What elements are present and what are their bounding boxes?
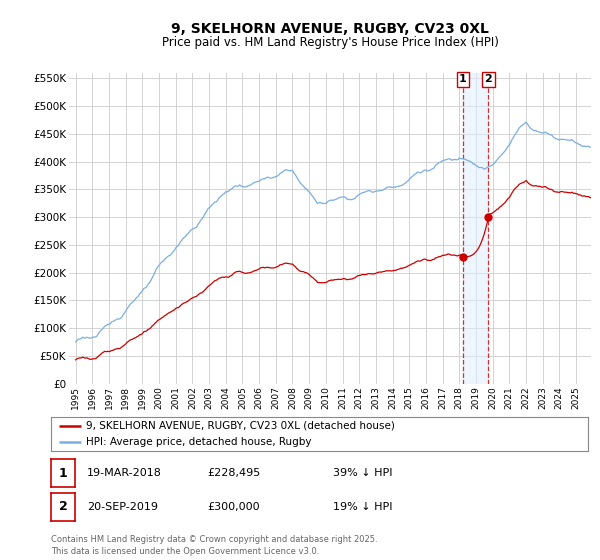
- Bar: [463, 73, 488, 384]
- Text: Contains HM Land Registry data © Crown copyright and database right 2025.
This d: Contains HM Land Registry data © Crown c…: [51, 535, 377, 556]
- Text: 19-MAR-2018: 19-MAR-2018: [87, 468, 162, 478]
- Text: 9, SKELHORN AVENUE, RUGBY, CV23 0XL (detached house): 9, SKELHORN AVENUE, RUGBY, CV23 0XL (det…: [86, 421, 395, 431]
- Text: 1: 1: [459, 74, 467, 85]
- Text: £300,000: £300,000: [207, 502, 260, 512]
- Text: £228,495: £228,495: [207, 468, 260, 478]
- Text: 1: 1: [59, 466, 67, 480]
- Text: Price paid vs. HM Land Registry's House Price Index (HPI): Price paid vs. HM Land Registry's House …: [161, 36, 499, 49]
- Text: 20-SEP-2019: 20-SEP-2019: [87, 502, 158, 512]
- Text: 19% ↓ HPI: 19% ↓ HPI: [333, 502, 392, 512]
- Text: HPI: Average price, detached house, Rugby: HPI: Average price, detached house, Rugb…: [86, 437, 311, 447]
- Text: 39% ↓ HPI: 39% ↓ HPI: [333, 468, 392, 478]
- Text: 2: 2: [485, 74, 493, 85]
- Text: 2: 2: [59, 500, 67, 514]
- Text: 9, SKELHORN AVENUE, RUGBY, CV23 0XL: 9, SKELHORN AVENUE, RUGBY, CV23 0XL: [171, 22, 489, 36]
